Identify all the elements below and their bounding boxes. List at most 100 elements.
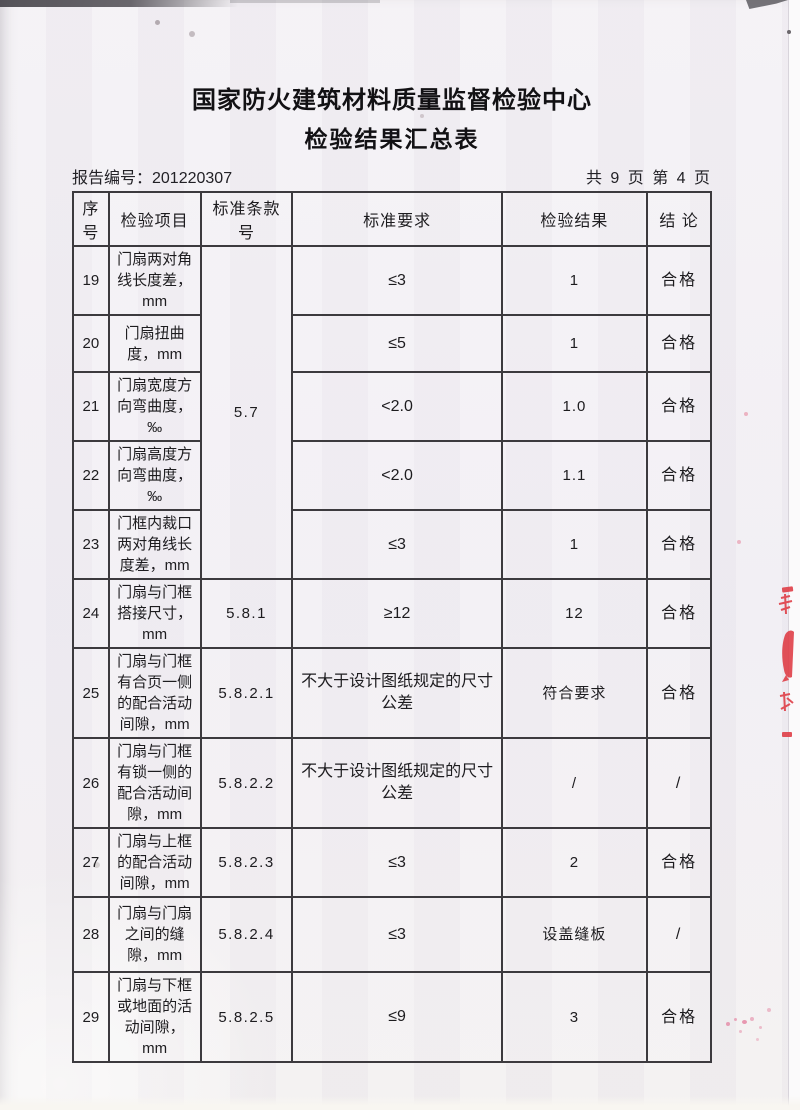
column-header-4: 检验结果 — [500, 191, 649, 247]
cell-requirement: <2.0 — [291, 440, 503, 511]
cell-conclusion: 合格 — [646, 509, 712, 580]
cell-result: 2 — [500, 827, 649, 898]
table-row: 24 门扇与门框搭接尺寸，mm 5.8.1 ≥12 12 合格 — [72, 578, 712, 649]
red-speck — [744, 412, 748, 416]
red-speck-cluster — [712, 1008, 782, 1048]
scan-edge-artifact — [0, 1096, 800, 1110]
table-row: 28 门扇与门扇之间的缝隙，mm 5.8.2.4 ≤3 设盖缝板 / — [72, 896, 712, 973]
cell-serial: 23 — [72, 509, 110, 580]
page-indicator: 共 9 页 第 4 页 — [585, 170, 712, 187]
cell-requirement: ≤3 — [291, 827, 503, 898]
cell-requirement: 不大于设计图纸规定的尺寸公差 — [291, 647, 503, 739]
red-stamp-fragment — [778, 586, 794, 737]
cell-conclusion: 合格 — [646, 314, 712, 373]
column-header-2: 标准条款号 — [199, 191, 294, 247]
table-row: 20 门扇扭曲度，mm ≤5 1 合格 — [72, 314, 712, 373]
cell-conclusion: 合格 — [646, 827, 712, 898]
cell-result: 3 — [500, 971, 649, 1063]
cell-item: 门扇宽度方向弯曲度，‰ — [107, 371, 202, 442]
table-row: 29 门扇与下框或地面的活动间隙，mm 5.8.2.5 ≤9 3 合格 — [72, 971, 712, 1063]
cell-serial: 21 — [72, 371, 110, 442]
cell-item: 门扇与门扇之间的缝隙，mm — [107, 896, 202, 973]
cell-conclusion: / — [646, 737, 712, 829]
cell-item: 门扇与门框有锁一侧的配合活动间隙，mm — [107, 737, 202, 829]
cell-result: 1.0 — [500, 371, 649, 442]
cell-item: 门扇两对角线长度差，mm — [107, 245, 202, 316]
cell-requirement: ≤9 — [291, 971, 503, 1063]
cell-clause: 5.8.2.1 — [199, 647, 294, 739]
paper-speck — [155, 20, 160, 25]
cell-requirement: ≥12 — [291, 578, 503, 649]
cell-result: 1 — [500, 509, 649, 580]
cell-clause: 5.8.2.4 — [199, 896, 294, 973]
cell-conclusion: 合格 — [646, 245, 712, 316]
cell-requirement: <2.0 — [291, 371, 503, 442]
cell-conclusion: 合格 — [646, 647, 712, 739]
cell-item: 门扇与上框的配合活动间隙，mm — [107, 827, 202, 898]
cell-serial: 19 — [72, 245, 110, 316]
table-row: 27 门扇与上框的配合活动间隙，mm 5.8.2.3 ≤3 2 合格 — [72, 827, 712, 898]
cell-result: 设盖缝板 — [500, 896, 649, 973]
cell-item: 门扇与门框有合页一侧的配合活动间隙，mm — [107, 647, 202, 739]
cell-serial: 28 — [72, 896, 110, 973]
cell-result: / — [500, 737, 649, 829]
cell-clause: 5.8.2.2 — [199, 737, 294, 829]
table-row: 23 门框内裁口两对角线长度差，mm ≤3 1 合格 — [72, 509, 712, 580]
table-row: 25 门扇与门框有合页一侧的配合活动间隙，mm 5.8.2.1 不大于设计图纸规定的尺… — [72, 647, 712, 739]
results-table: 序号 检验项目 标准条款号 标准要求 检验结果结 论 19 门扇两对角线长度差，mm 5.7… — [72, 191, 712, 1063]
cell-conclusion: 合格 — [646, 578, 712, 649]
cell-result: 1 — [500, 245, 649, 316]
header-row: 序号 检验项目 标准条款号 标准要求 检验结果结 论 — [72, 191, 712, 247]
paper-speck — [787, 30, 791, 34]
cell-requirement: ≤5 — [291, 314, 503, 373]
scan-edge-artifact — [746, 0, 788, 9]
scan-edge-strip — [789, 0, 800, 1110]
column-header-3: 标准要求 — [291, 191, 503, 247]
cell-result: 12 — [500, 578, 649, 649]
cell-serial: 22 — [72, 440, 110, 511]
cell-serial: 27 — [72, 827, 110, 898]
column-header-5: 结 论 — [646, 191, 712, 247]
scan-edge-artifact — [230, 0, 380, 3]
scan-edge-artifact — [0, 0, 238, 7]
cell-requirement: ≤3 — [291, 245, 503, 316]
cell-requirement: ≤3 — [291, 896, 503, 973]
cell-requirement: ≤3 — [291, 509, 503, 580]
doc-title: 检验结果汇总表 — [304, 126, 480, 152]
cell-conclusion: 合格 — [646, 971, 712, 1063]
cell-serial: 26 — [72, 737, 110, 829]
table-row: 26 门扇与门框有锁一侧的配合活动间隙，mm 5.8.2.2 不大于设计图纸规定的尺寸… — [72, 737, 712, 829]
table-row: 22 门扇高度方向弯曲度，‰ <2.0 1.1 合格 — [72, 440, 712, 511]
cell-item: 门框内裁口两对角线长度差，mm — [107, 509, 202, 580]
cell-item: 门扇与下框或地面的活动间隙，mm — [107, 971, 202, 1063]
column-header-0: 序号 — [72, 191, 110, 247]
cell-item: 门扇扭曲度，mm — [107, 314, 202, 373]
cell-result: 1 — [500, 314, 649, 373]
cell-clause: 5.8.2.3 — [199, 827, 294, 898]
cell-clause: 5.8.2.5 — [199, 971, 294, 1063]
table-row: 19 门扇两对角线长度差，mm 5.7 ≤3 1 合格 — [72, 245, 712, 580]
red-speck — [737, 540, 741, 544]
cell-result: 符合要求 — [500, 647, 649, 739]
paper-speck — [189, 31, 195, 37]
column-header-1: 检验项目 — [107, 191, 202, 247]
cell-clause: 5.7 — [199, 245, 294, 580]
cell-requirement: 不大于设计图纸规定的尺寸公差 — [291, 737, 503, 829]
cell-serial: 20 — [72, 314, 110, 373]
cell-conclusion: / — [646, 896, 712, 973]
org-title: 国家防火建筑材料质量监督检验中心 — [192, 87, 592, 114]
cell-item: 门扇高度方向弯曲度，‰ — [107, 440, 202, 511]
meta-row: 报告编号：201220307 共 9 页 第 4 页 — [72, 166, 712, 188]
cell-result: 1.1 — [500, 440, 649, 511]
table-body: 19 门扇两对角线长度差，mm 5.7 ≤3 1 合格 20 门扇扭曲度，mm ≤5 1 合格 21 门… — [72, 245, 712, 1063]
report-number: 报告编号：201220307 — [72, 170, 233, 187]
cell-conclusion: 合格 — [646, 371, 712, 442]
cell-conclusion: 合格 — [646, 440, 712, 511]
table-row: 21 门扇宽度方向弯曲度，‰ <2.0 1.0 合格 — [72, 371, 712, 442]
cell-clause: 5.8.1 — [199, 578, 294, 649]
cell-item: 门扇与门框搭接尺寸，mm — [107, 578, 202, 649]
cell-serial: 25 — [72, 647, 110, 739]
cell-serial: 24 — [72, 578, 110, 649]
cell-serial: 29 — [72, 971, 110, 1063]
